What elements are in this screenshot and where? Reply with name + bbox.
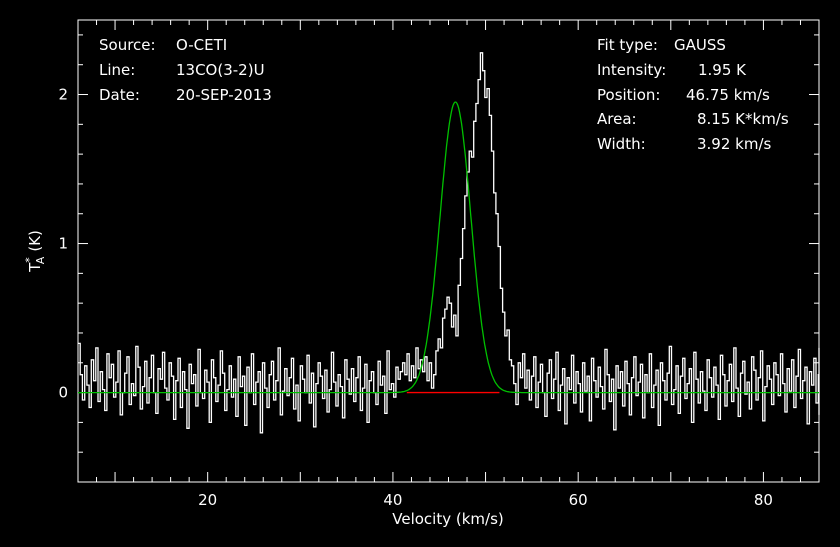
- area-value: 8.15 K*km/s: [697, 110, 789, 128]
- width-value: 3.92 km/s: [697, 135, 772, 153]
- area-label: Area:: [597, 110, 637, 128]
- source-value: O-CETI: [176, 36, 227, 54]
- y-axis-label-symbol: T: [26, 262, 44, 273]
- axis-ticks: [77, 20, 820, 483]
- y-tick-label-1: 1: [58, 235, 68, 253]
- width-label: Width:: [597, 135, 646, 153]
- y-axis-label-super: *: [23, 257, 36, 263]
- fit-type-label: Fit type:: [597, 36, 658, 54]
- spectrum-series: [78, 52, 820, 434]
- position-value: 46.75 km/s: [686, 86, 770, 104]
- svg-text:T*A(K): T*A (K): [23, 230, 47, 273]
- y-axis-label-sub: A: [34, 256, 47, 264]
- gaussian-fit-series: [78, 101, 819, 394]
- intensity-value: 1.95 K: [698, 61, 747, 79]
- x-tick-label-80: 80: [754, 491, 773, 509]
- y-axis-label-unit: (K): [26, 230, 44, 252]
- source-label: Source:: [99, 36, 156, 54]
- line-label: Line:: [99, 61, 135, 79]
- line-value: 13CO(3-2)U: [176, 61, 265, 79]
- x-tick-label-60: 60: [569, 491, 588, 509]
- x-axis-label: Velocity (km/s): [392, 510, 503, 528]
- fit-type-value: GAUSS: [674, 36, 726, 54]
- x-tick-label-40: 40: [383, 491, 402, 509]
- position-label: Position:: [597, 86, 660, 104]
- date-value: 20-SEP-2013: [176, 86, 272, 104]
- x-tick-label-20: 20: [198, 491, 217, 509]
- y-tick-label-0: 0: [58, 384, 68, 402]
- intensity-label: Intensity:: [597, 61, 666, 79]
- date-label: Date:: [99, 86, 140, 104]
- y-tick-label-2: 2: [58, 86, 68, 104]
- y-axis-label: T*A (K): [23, 230, 47, 273]
